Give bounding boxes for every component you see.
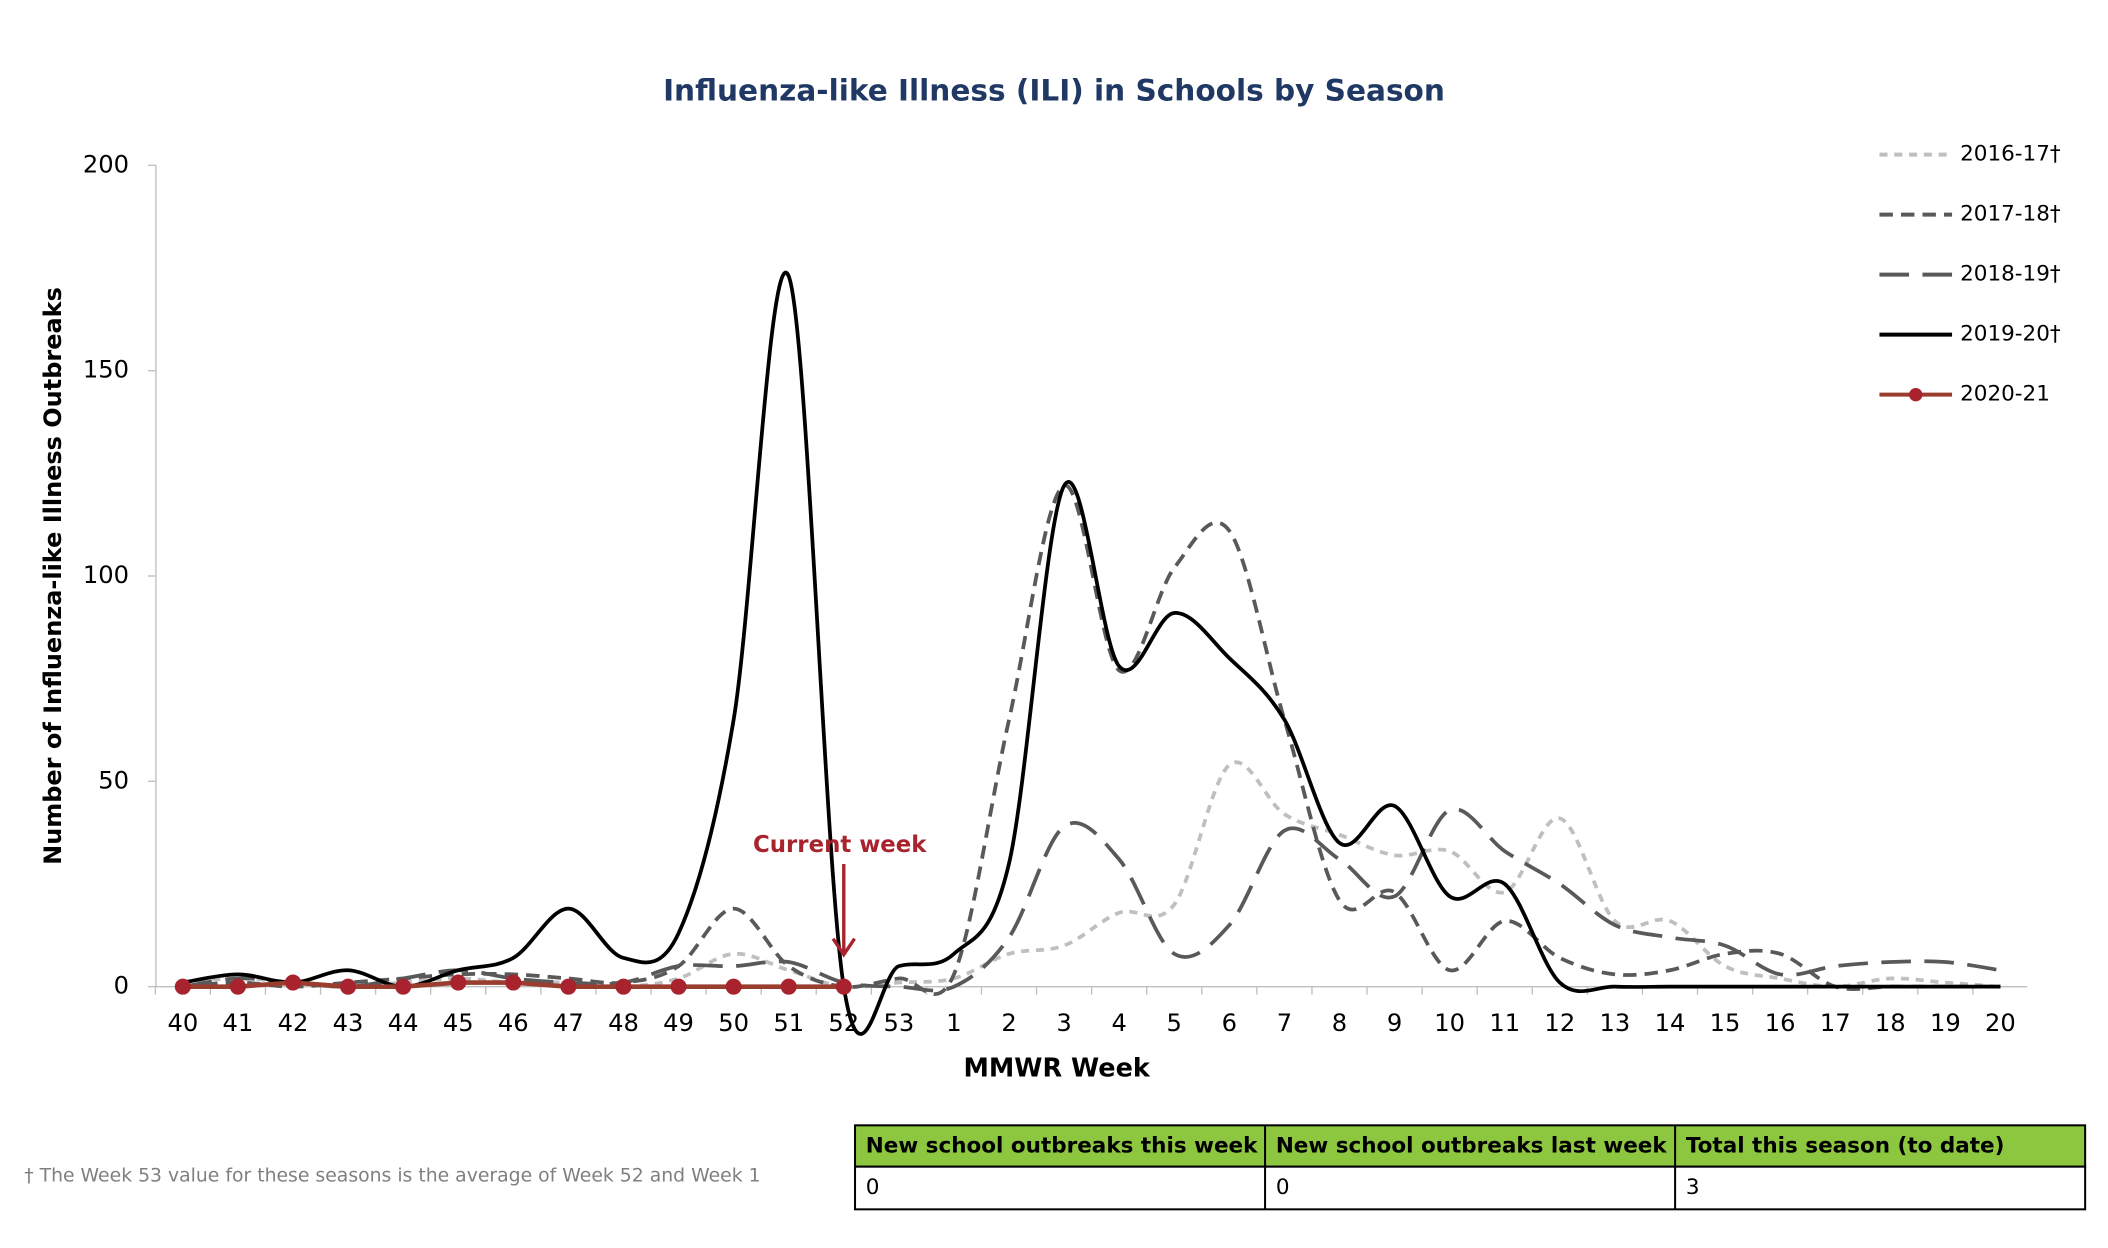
table-cell: 3	[1686, 1175, 1700, 1200]
y-tick-label: 150	[83, 356, 129, 384]
table-header-bg	[854, 1124, 2087, 1168]
marker	[340, 978, 357, 995]
x-tick-label: 53	[883, 1009, 914, 1037]
x-tick-label: 48	[608, 1009, 639, 1037]
x-tick-label: 6	[1222, 1009, 1237, 1037]
marker	[835, 978, 852, 995]
x-tick-label: 44	[388, 1009, 419, 1037]
x-tick-label: 13	[1600, 1009, 1631, 1037]
chart-title: Influenza-like Illness (ILI) in Schools …	[663, 74, 1445, 108]
x-tick-label: 46	[498, 1009, 529, 1037]
marker	[780, 978, 797, 995]
table-header: Total this season (to date)	[1686, 1134, 2005, 1159]
x-tick-label: 15	[1710, 1009, 1741, 1037]
marker	[560, 978, 577, 995]
x-tick-label: 10	[1434, 1009, 1465, 1037]
x-tick-label: 18	[1875, 1009, 1906, 1037]
legend-label: 2016-17†	[1960, 142, 2061, 167]
table-row-bg	[854, 1165, 2087, 1211]
marker	[670, 978, 687, 995]
x-tick-label: 14	[1655, 1009, 1686, 1037]
marker	[450, 974, 467, 991]
marker	[395, 978, 412, 995]
annotation-arrowhead	[831, 937, 856, 958]
series-line	[182, 483, 2001, 996]
x-tick-label: 8	[1332, 1009, 1347, 1037]
marker	[174, 978, 191, 995]
marker	[615, 978, 632, 995]
x-tick-label: 41	[223, 1009, 254, 1037]
table-header: New school outbreaks last week	[1276, 1134, 1668, 1159]
x-tick-label: 40	[167, 1009, 198, 1037]
series-line	[182, 270, 2001, 1036]
x-axis-title: MMWR Week	[964, 1052, 1151, 1082]
legend-label: 2019-20†	[1960, 322, 2061, 347]
x-tick-label: 4	[1111, 1009, 1126, 1037]
y-tick-label: 50	[98, 766, 129, 794]
legend-label: 2018-19†	[1960, 262, 2061, 287]
series-line	[182, 807, 2001, 993]
x-tick-label: 3	[1056, 1009, 1071, 1037]
y-tick-label: 0	[114, 972, 129, 1000]
legend-marker	[1909, 388, 1923, 402]
x-tick-label: 1	[946, 1009, 961, 1037]
table-cell: 0	[1276, 1175, 1290, 1200]
x-tick-label: 9	[1387, 1009, 1402, 1037]
x-tick-label: 16	[1765, 1009, 1796, 1037]
marker	[505, 974, 522, 991]
y-tick-label: 200	[83, 150, 129, 178]
x-tick-label: 47	[553, 1009, 584, 1037]
x-tick-label: 20	[1985, 1009, 2016, 1037]
x-tick-label: 5	[1167, 1009, 1182, 1037]
series-line	[182, 760, 2001, 990]
x-tick-label: 49	[663, 1009, 694, 1037]
table-cell: 0	[866, 1175, 880, 1200]
footnote: † The Week 53 value for these seasons is…	[24, 1166, 760, 1187]
x-tick-label: 50	[718, 1009, 749, 1037]
marker	[284, 974, 302, 991]
marker	[725, 978, 742, 995]
x-tick-label: 2	[1001, 1009, 1016, 1037]
x-tick-label: 51	[773, 1009, 804, 1037]
x-tick-label: 17	[1820, 1009, 1851, 1037]
legend-label: 2020-21	[1960, 382, 2050, 407]
x-tick-label: 45	[443, 1009, 474, 1037]
marker	[229, 978, 246, 995]
x-tick-label: 19	[1930, 1009, 1961, 1037]
legend-label: 2017-18†	[1960, 202, 2061, 227]
x-tick-label: 11	[1489, 1009, 1520, 1037]
annotation: Current week	[753, 832, 927, 858]
x-tick-label: 43	[333, 1009, 364, 1037]
x-tick-label: 52	[828, 1009, 859, 1037]
y-axis-title: Number of Influenza-like Illness Outbrea…	[39, 287, 67, 865]
x-tick-label: 42	[278, 1009, 309, 1037]
x-tick-label: 12	[1544, 1009, 1575, 1037]
table-header: New school outbreaks this week	[866, 1134, 1258, 1159]
y-tick-label: 100	[83, 561, 129, 589]
x-tick-label: 7	[1277, 1009, 1292, 1037]
